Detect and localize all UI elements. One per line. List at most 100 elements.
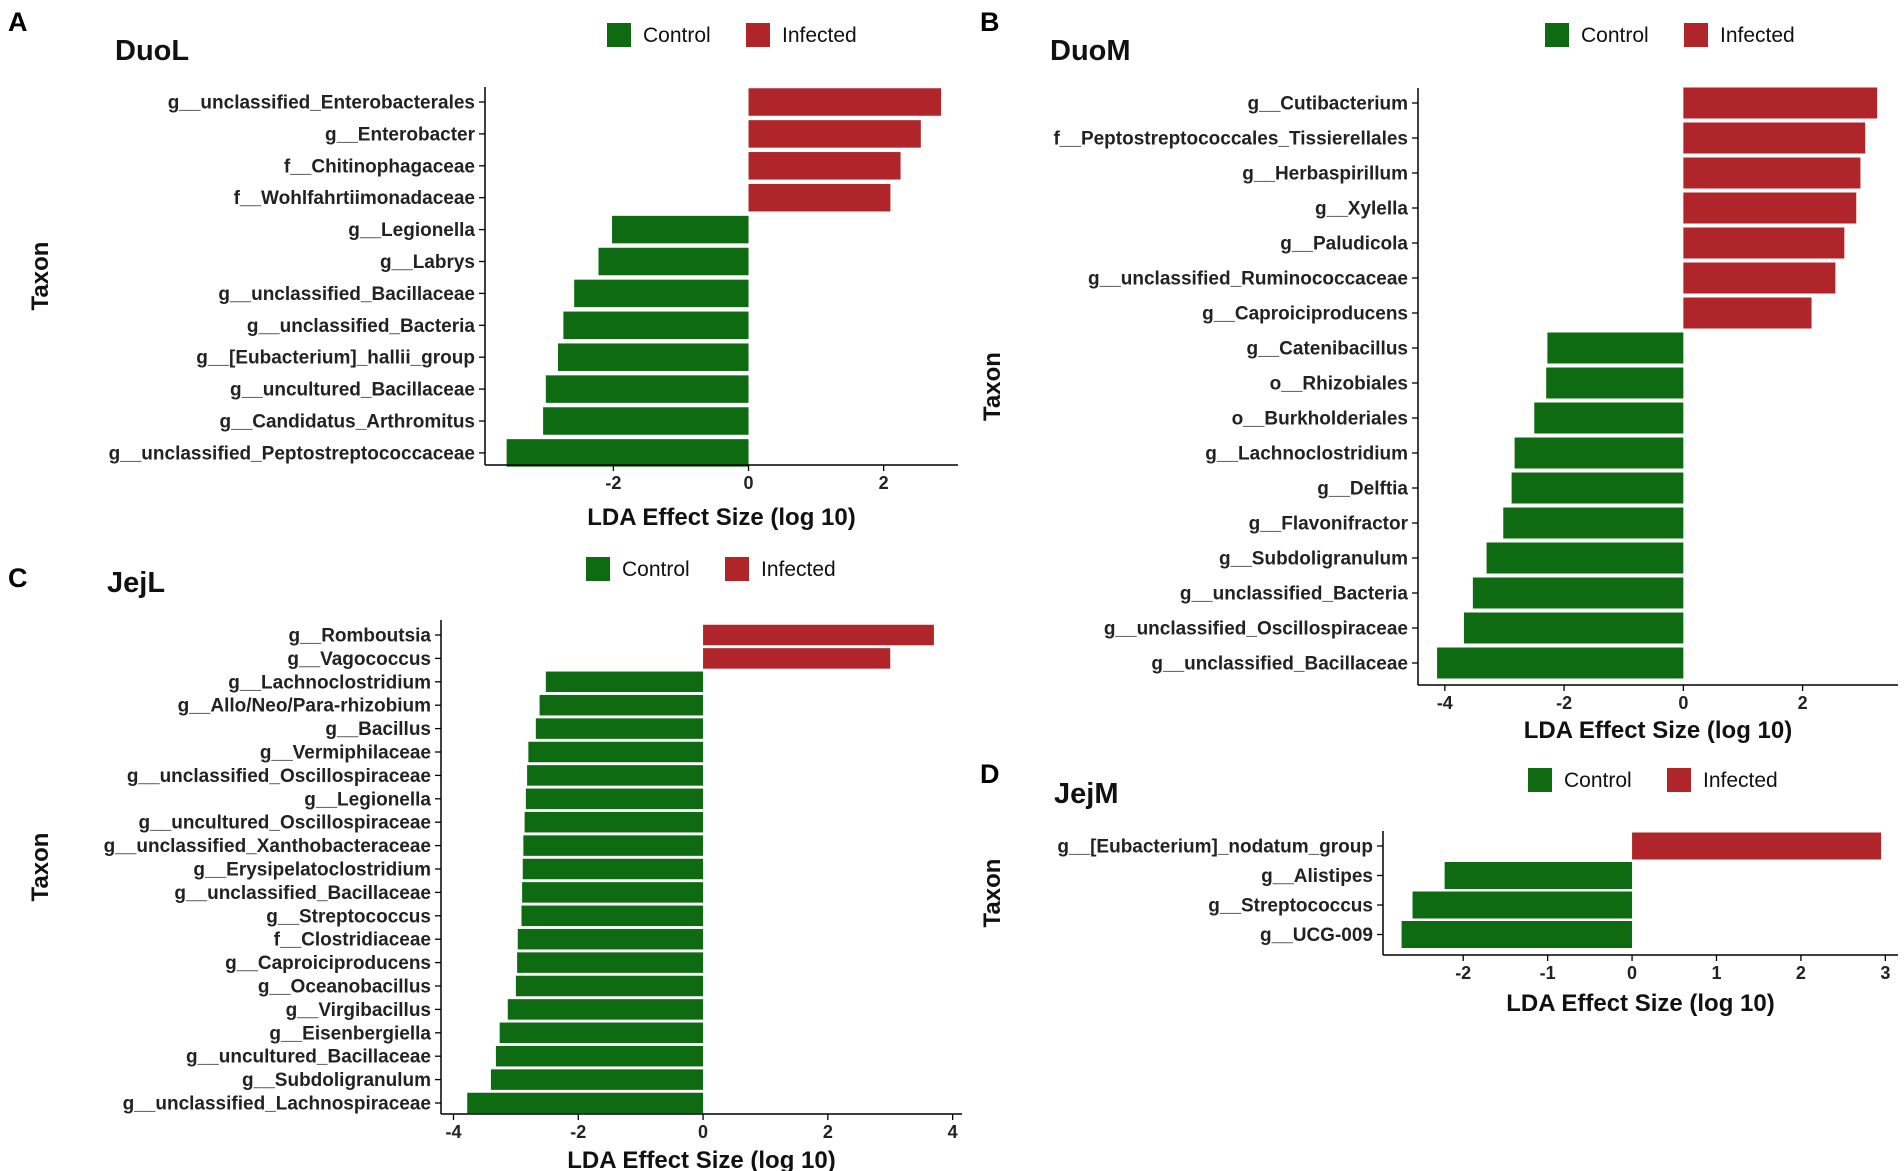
bar-control (563, 311, 749, 340)
category-label: g__Herbaspirillum (1242, 164, 1408, 185)
category-label: g__unclassified_Xanthobacteraceae (104, 836, 431, 857)
bar-control (490, 1069, 704, 1090)
bar-control (1514, 437, 1684, 469)
bar-control (612, 215, 749, 244)
chart-title: JejL (107, 567, 165, 599)
bar-control (1472, 577, 1684, 609)
category-label: g__unclassified_Bacillaceae (1151, 654, 1408, 675)
legend: Control Infected (1545, 23, 1795, 47)
category-label: g__unclassified_Oscillospiraceae (1104, 619, 1408, 640)
y-axis-label: Taxon (27, 242, 54, 311)
bar-control (1401, 921, 1633, 948)
category-label: g__[Eubacterium]_hallii_group (196, 348, 475, 369)
bar-infected (1683, 87, 1878, 119)
category-label: g__Subdoligranulum (1219, 549, 1408, 570)
category-label: g__Virgibacillus (286, 1000, 431, 1021)
bar-control (524, 811, 704, 833)
x-tick-label: -1 (1540, 963, 1556, 983)
bar-control (539, 694, 704, 716)
bar-control (1534, 402, 1684, 434)
panel-letter: D (980, 759, 1000, 789)
bar-infected (1683, 297, 1812, 329)
legend-swatch-infected (725, 557, 749, 581)
category-label: g__Delftia (1317, 479, 1408, 500)
category-label: o__Burkholderiales (1232, 409, 1408, 430)
category-label: g__Vagococcus (287, 649, 431, 670)
bar-control (543, 407, 749, 435)
bar-control (495, 1045, 704, 1067)
bar-infected (703, 624, 934, 646)
legend: Control Infected (586, 557, 836, 581)
panel-a-duol: A DuoL Control Infected g__unclassified_Ente… (8, 7, 958, 531)
bar-control (523, 835, 704, 856)
panel-letter: B (980, 7, 1000, 37)
bar-control (535, 718, 704, 739)
x-tick-label: -2 (1455, 963, 1471, 983)
bar-control (1503, 507, 1684, 539)
category-label: f__Chitinophagaceae (284, 156, 475, 177)
legend: Control Infected (607, 23, 857, 47)
category-label: g__Paludicola (1280, 234, 1408, 255)
category-label: g__Caproiciproducens (225, 953, 431, 974)
category-label: g__Candidatus_Arthromitus (220, 412, 475, 433)
category-label: g__Xylella (1315, 199, 1408, 220)
category-label: g__uncultured_Bacillaceae (230, 380, 475, 401)
x-tick-label: 2 (823, 1122, 833, 1142)
bar-control (1412, 891, 1633, 919)
category-label: g__Legionella (348, 220, 475, 241)
x-tick-label: 2 (1798, 693, 1808, 713)
legend-swatch-infected (746, 23, 770, 47)
bar-infected (1683, 122, 1866, 154)
category-label: g__unclassified_Oscillospiraceae (127, 766, 431, 787)
bar-control (1546, 367, 1684, 399)
bar-control (522, 858, 704, 880)
x-tick-label: 2 (1796, 963, 1806, 983)
category-label: g__Cutibacterium (1248, 94, 1408, 115)
bar-control (598, 247, 749, 276)
x-tick-label: 3 (1880, 963, 1890, 983)
chart-title: DuoM (1050, 35, 1131, 67)
bar-control (528, 741, 704, 763)
category-label: g__uncultured_Oscillospiraceae (138, 813, 431, 834)
legend-label-infected: Infected (761, 558, 836, 581)
bar-control (574, 279, 749, 308)
bar-infected (1632, 832, 1882, 860)
category-label: g__unclassified_Lachnospiraceae (123, 1094, 431, 1115)
category-label: g__Romboutsia (288, 626, 431, 647)
category-label: g__Legionella (304, 789, 431, 810)
x-axis-label: LDA Effect Size (log 10) (1506, 990, 1774, 1017)
bar-infected (1683, 192, 1857, 224)
y-axis-label: Taxon (979, 859, 1006, 928)
category-label: g__unclassified_Enterobacterales (168, 93, 475, 114)
category-label: g__[Eubacterium]_nodatum_group (1057, 837, 1373, 858)
bar-control (521, 905, 704, 927)
bar-control (525, 788, 704, 810)
legend-swatch-control (1545, 23, 1569, 47)
category-label: g__Lachnoclostridium (228, 672, 431, 693)
bar-control (1511, 472, 1684, 504)
legend-swatch-control (1528, 768, 1552, 792)
category-label: g__Eisenbergiella (269, 1023, 431, 1044)
bar-control (467, 1092, 704, 1114)
bar-control (545, 671, 704, 693)
category-label: g__Erysipelatoclostridium (193, 860, 431, 881)
panel-b-duom: B DuoM Control Infected g__Cutibacterium f__P… (979, 7, 1898, 744)
bar-infected (748, 183, 891, 212)
x-tick-label: -4 (445, 1122, 461, 1142)
legend: Control Infected (1528, 768, 1778, 792)
x-tick-label: -2 (1556, 693, 1572, 713)
category-label: g__UCG-009 (1260, 925, 1373, 946)
legend-swatch-control (607, 23, 631, 47)
x-tick-label: 2 (879, 473, 889, 493)
bar-control (499, 1022, 704, 1044)
legend-swatch-infected (1684, 23, 1708, 47)
category-label: g__Bacillus (325, 719, 431, 740)
x-tick-label: -4 (1437, 693, 1453, 713)
category-label: o__Rhizobiales (1270, 374, 1408, 395)
panel-letter: C (8, 563, 28, 593)
bar-control (1547, 332, 1684, 364)
bar-control (557, 343, 749, 371)
category-label: g__Oceanobacillus (258, 977, 431, 998)
bar-infected (703, 648, 891, 669)
x-axis-label: LDA Effect Size (log 10) (587, 504, 855, 531)
